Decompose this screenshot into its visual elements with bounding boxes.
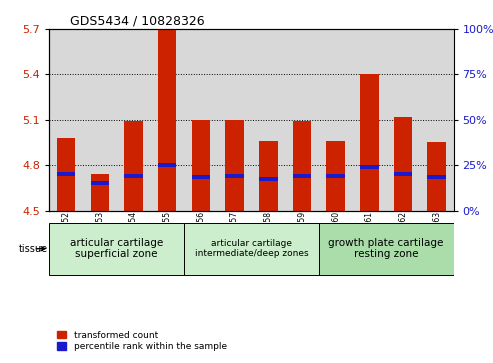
Bar xyxy=(49,29,83,211)
Bar xyxy=(360,74,379,211)
Bar xyxy=(124,174,143,178)
Bar xyxy=(293,121,311,211)
Text: GSM1310352: GSM1310352 xyxy=(62,211,70,261)
Bar xyxy=(293,174,311,178)
Bar xyxy=(184,29,218,211)
Bar xyxy=(225,120,244,211)
Bar xyxy=(259,177,278,181)
Text: GDS5434 / 10828326: GDS5434 / 10828326 xyxy=(70,15,204,28)
Text: GSM1310355: GSM1310355 xyxy=(163,211,172,262)
Bar xyxy=(91,181,109,185)
Bar xyxy=(158,163,176,167)
Legend: transformed count, percentile rank within the sample: transformed count, percentile rank withi… xyxy=(54,327,230,355)
Bar xyxy=(352,29,386,211)
Bar xyxy=(319,29,352,211)
Bar xyxy=(420,29,454,211)
Bar xyxy=(192,120,210,211)
Text: GSM1310362: GSM1310362 xyxy=(398,211,408,261)
Bar xyxy=(251,29,285,211)
Text: GSM1310356: GSM1310356 xyxy=(196,211,206,262)
Bar xyxy=(57,172,75,176)
Text: GSM1310353: GSM1310353 xyxy=(95,211,105,262)
Text: articular cartilage
superficial zone: articular cartilage superficial zone xyxy=(70,238,163,260)
Text: growth plate cartilage
resting zone: growth plate cartilage resting zone xyxy=(328,238,444,260)
Text: articular cartilage
intermediate/deep zones: articular cartilage intermediate/deep zo… xyxy=(195,239,308,258)
Bar xyxy=(192,175,210,179)
Bar xyxy=(259,141,278,211)
Bar xyxy=(117,29,150,211)
Bar xyxy=(158,29,176,211)
Bar xyxy=(386,29,420,211)
Bar xyxy=(124,121,143,211)
Text: GSM1310357: GSM1310357 xyxy=(230,211,239,262)
Bar xyxy=(225,174,244,178)
Bar xyxy=(394,172,412,176)
Text: GSM1310358: GSM1310358 xyxy=(264,211,273,261)
Bar xyxy=(57,138,75,211)
Bar xyxy=(427,175,446,179)
Bar xyxy=(150,29,184,211)
Text: tissue: tissue xyxy=(19,244,48,254)
Bar xyxy=(427,142,446,211)
Bar xyxy=(326,174,345,178)
Text: GSM1310363: GSM1310363 xyxy=(432,211,441,262)
Text: GSM1310360: GSM1310360 xyxy=(331,211,340,262)
Text: GSM1310359: GSM1310359 xyxy=(297,211,307,262)
Bar xyxy=(285,29,319,211)
FancyBboxPatch shape xyxy=(184,223,319,275)
Text: GSM1310354: GSM1310354 xyxy=(129,211,138,262)
Bar xyxy=(83,29,117,211)
Bar xyxy=(326,141,345,211)
Bar xyxy=(218,29,251,211)
FancyBboxPatch shape xyxy=(49,223,184,275)
Bar xyxy=(360,164,379,169)
FancyBboxPatch shape xyxy=(319,223,454,275)
Bar xyxy=(91,174,109,211)
Bar xyxy=(394,117,412,211)
Text: GSM1310361: GSM1310361 xyxy=(365,211,374,261)
